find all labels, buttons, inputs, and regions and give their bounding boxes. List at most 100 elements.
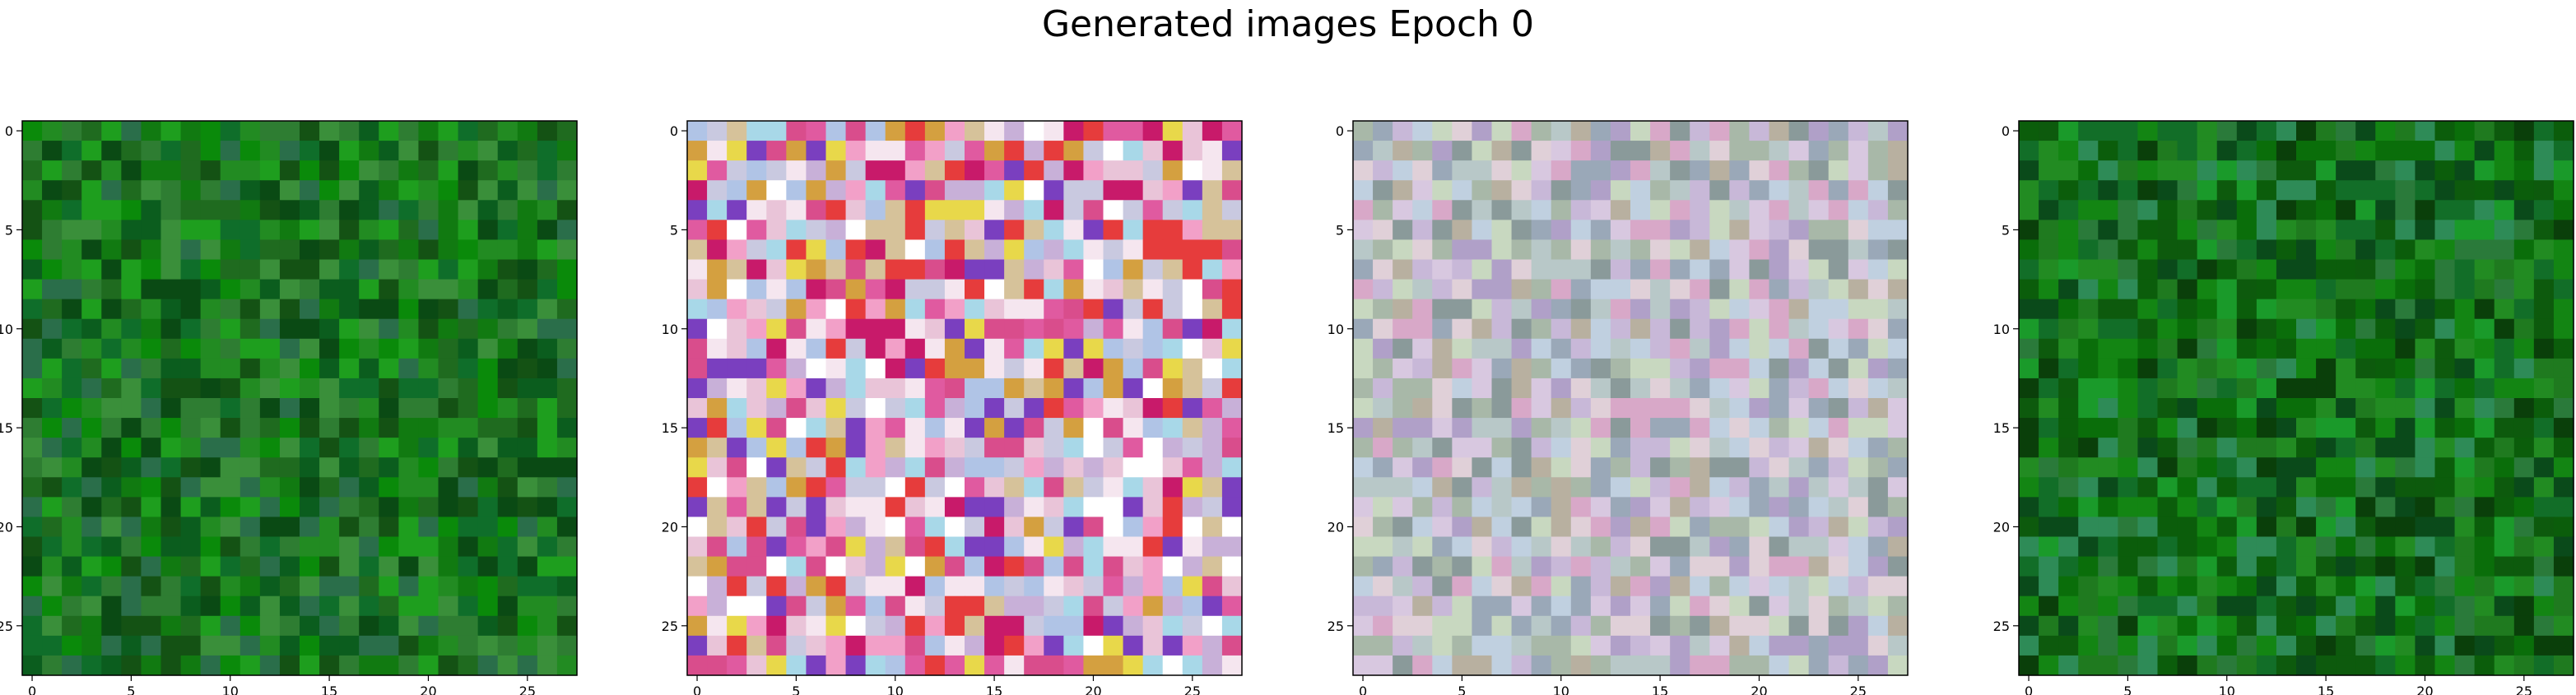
- pixel-cell: [259, 536, 281, 558]
- pixel-cell: [1491, 536, 1513, 558]
- pixel-cell: [220, 398, 241, 419]
- pixel-cell: [537, 299, 558, 320]
- pixel-cell: [200, 121, 221, 141]
- pixel-cell: [438, 418, 459, 438]
- pixel-cell: [1221, 141, 1243, 161]
- pixel-cell: [2296, 457, 2317, 478]
- pixel-cell: [2276, 338, 2297, 359]
- pixel-cell: [1083, 338, 1104, 359]
- pixel-cell: [1867, 338, 1889, 359]
- pixel-cell: [2157, 398, 2178, 419]
- pixel-cell: [477, 418, 499, 438]
- pixel-cell: [160, 398, 182, 419]
- pixel-cell: [1083, 635, 1104, 656]
- pixel-cell: [1610, 378, 1631, 399]
- pixel-cell: [1828, 477, 1849, 498]
- pixel-cell: [1432, 279, 1453, 300]
- pixel-cell: [2177, 180, 2198, 201]
- pixel-cell: [62, 655, 82, 676]
- pixel-cell: [2216, 141, 2238, 161]
- pixel-cell: [984, 615, 1005, 637]
- pixel-cell: [825, 160, 847, 181]
- pixel-cell: [1650, 536, 1671, 558]
- pixel-cell: [2375, 358, 2396, 379]
- pixel-cell: [1749, 595, 1770, 617]
- pixel-cell: [786, 635, 807, 656]
- pixel-cell: [2513, 457, 2535, 478]
- pixel-cell: [42, 279, 63, 300]
- pixel-cell: [965, 655, 985, 676]
- pixel-cell: [1083, 556, 1104, 577]
- pixel-cell: [1063, 497, 1085, 518]
- pixel-cell: [1142, 160, 1164, 181]
- pixel-cell: [806, 378, 827, 399]
- pixel-cell: [984, 141, 1005, 161]
- pixel-cell: [1063, 141, 1085, 161]
- pixel-cell: [379, 160, 399, 181]
- pixel-cell: [2494, 655, 2515, 676]
- pixel-cell: [1670, 418, 1690, 438]
- pixel-cell: [1083, 318, 1104, 340]
- pixel-cell: [2098, 477, 2118, 498]
- pixel-cell: [1808, 358, 1830, 379]
- pixel-cell: [1142, 556, 1164, 577]
- pixel-cell: [42, 200, 63, 220]
- pixel-cell: [259, 418, 281, 438]
- pixel-cell: [825, 279, 847, 300]
- pixel-cell: [300, 576, 320, 597]
- pixel-cell: [1729, 200, 1751, 220]
- pixel-cell: [1511, 378, 1532, 399]
- pixel-cell: [2336, 457, 2356, 478]
- pixel-cell: [1531, 239, 1552, 261]
- pixel-cell: [200, 378, 221, 399]
- pixel-cell: [2316, 259, 2337, 280]
- pixel-cell: [1650, 378, 1671, 399]
- pixel-cell: [984, 556, 1005, 577]
- pixel-cell: [379, 615, 399, 637]
- pixel-cell: [180, 200, 202, 220]
- pixel-cell: [1690, 576, 1710, 597]
- pixel-cell: [2197, 200, 2218, 220]
- pixel-cell: [1531, 378, 1552, 399]
- pixel-cell: [746, 358, 767, 379]
- pixel-cell: [1808, 259, 1830, 280]
- pixel-cell: [1353, 398, 1374, 419]
- pixel-cell: [1491, 358, 1513, 379]
- pixel-cell: [2553, 160, 2574, 181]
- pixel-cell: [2236, 615, 2257, 637]
- pixel-cell: [2177, 398, 2198, 419]
- pixel-cell: [438, 615, 459, 637]
- pixel-cell: [2039, 239, 2059, 261]
- pixel-cell: [556, 259, 578, 280]
- pixel-cell: [1412, 279, 1433, 300]
- pixel-cell: [1630, 536, 1651, 558]
- pixel-cell: [359, 299, 379, 320]
- pixel-cell: [1867, 318, 1889, 340]
- pixel-cell: [2039, 121, 2059, 141]
- pixel-cell: [924, 318, 946, 340]
- pixel-cell: [2553, 398, 2574, 419]
- pixel-cell: [924, 438, 946, 458]
- pixel-cell: [1432, 576, 1453, 597]
- pixel-cell: [885, 358, 906, 379]
- pixel-cell: [259, 180, 281, 201]
- pixel-cell: [141, 239, 162, 261]
- pixel-cell: [180, 635, 202, 656]
- pixel-cell: [180, 595, 202, 617]
- pixel-cell: [259, 220, 281, 241]
- pixel-cell: [1828, 239, 1849, 261]
- pixel-cell: [1867, 556, 1889, 577]
- pixel-cell: [1044, 358, 1064, 379]
- pixel-cell: [1808, 160, 1830, 181]
- pixel-cell: [1610, 497, 1631, 518]
- pixel-cell: [2078, 635, 2099, 656]
- pixel-cell: [359, 595, 379, 617]
- pixel-cell: [984, 418, 1005, 438]
- pixel-cell: [845, 338, 867, 359]
- pixel-cell: [1848, 358, 1869, 379]
- y-tick-label: 10: [0, 322, 13, 337]
- pixel-cell: [1867, 497, 1889, 518]
- pixel-cell: [2533, 378, 2555, 399]
- pixel-cell: [2434, 418, 2456, 438]
- pixel-cell: [359, 121, 379, 141]
